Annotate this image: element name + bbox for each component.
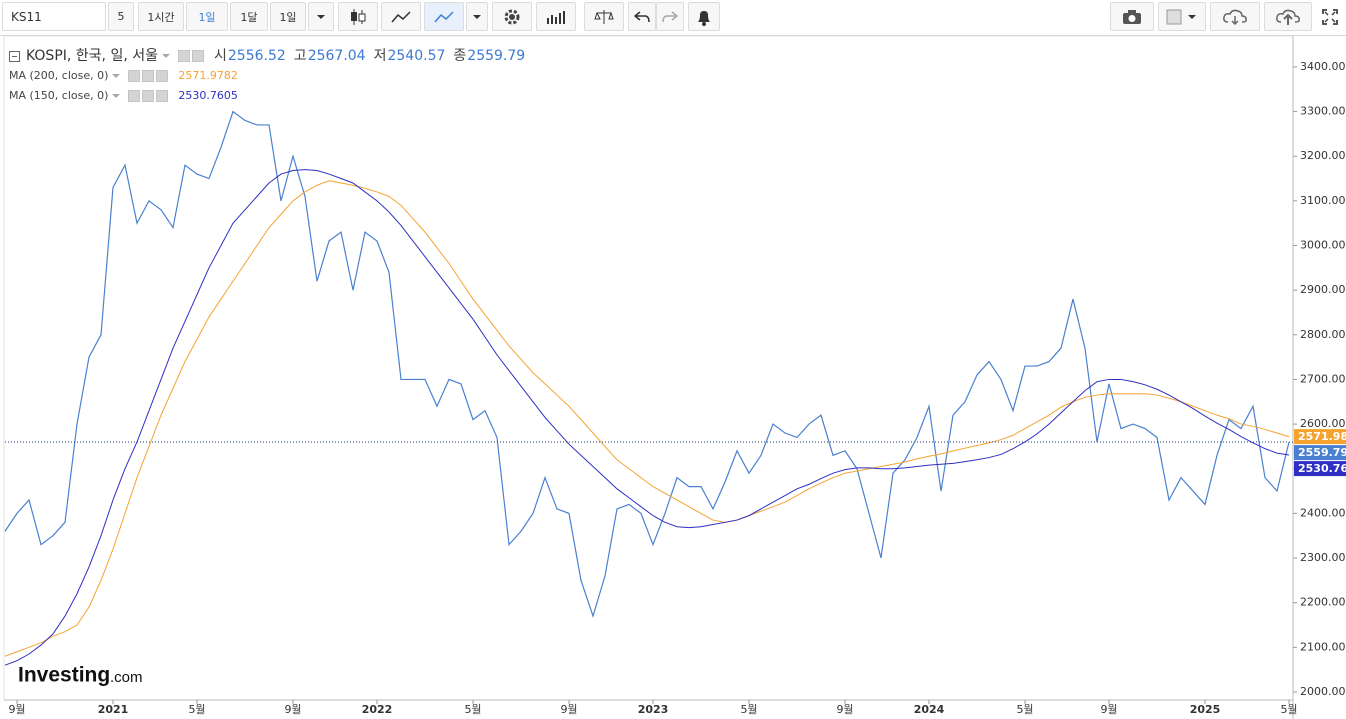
interval-button[interactable]: 5: [108, 2, 134, 31]
x-tick-label: 9월: [284, 703, 301, 716]
price-tag: [1294, 461, 1346, 477]
remove-icon[interactable]: [156, 90, 169, 102]
y-tick-label: 3100.00: [1300, 194, 1346, 207]
visibility-icon[interactable]: [178, 50, 190, 62]
legend-value: 2571.9782: [178, 69, 238, 82]
price-line: [4, 110, 1290, 619]
y-tick-label: 2000.00: [1300, 685, 1346, 698]
y-tick-label: 3300.00: [1300, 105, 1346, 118]
remove-icon[interactable]: [156, 70, 169, 82]
x-tick-label: 5월: [188, 703, 205, 716]
settings-icon[interactable]: [142, 90, 155, 102]
legend-row: KOSPI, 한국, 일, 서울 시 2556.52 고 2567.04 저 2540.57…: [9, 46, 533, 66]
legend-name: KOSPI, 한국, 일, 서울: [26, 48, 158, 64]
x-tick-label: 2024: [914, 703, 945, 716]
save-button[interactable]: [1264, 2, 1312, 31]
y-tick-label: 2900.00: [1300, 283, 1346, 296]
line-button[interactable]: [381, 2, 421, 31]
y-tick-label: 2300.00: [1300, 551, 1346, 564]
legend-row: MA (150, close, 0) 2530.7605: [9, 86, 533, 106]
price-tag-label: 2559.79: [1298, 446, 1346, 459]
area-button[interactable]: [424, 2, 464, 31]
settings-button[interactable]: [492, 2, 532, 31]
y-tick-label: 2400.00: [1300, 506, 1346, 519]
price-tag: [1294, 445, 1346, 461]
price-tag: [1294, 429, 1346, 445]
ohlc-value: 2540.57: [387, 48, 446, 64]
price-tag-label: 2571.98: [1298, 430, 1346, 443]
x-tick-label: 5월: [740, 703, 757, 716]
load-button[interactable]: [1210, 2, 1260, 31]
interval-button[interactable]: 1일: [186, 2, 228, 31]
template-button[interactable]: [1158, 2, 1206, 31]
legend-name: MA (200, close, 0): [9, 69, 109, 82]
y-tick-label: 2100.00: [1300, 640, 1346, 653]
compare-button[interactable]: [584, 2, 624, 31]
x-tick-label: 9월: [8, 703, 25, 716]
x-tick-label: 9월: [560, 703, 577, 716]
y-tick-label: 3000.00: [1300, 238, 1346, 251]
watermark: Investing .com: [18, 664, 143, 687]
fullscreen-button[interactable]: [1316, 2, 1344, 31]
alert-button[interactable]: [688, 2, 720, 31]
y-tick-label: 2200.00: [1300, 596, 1346, 609]
x-tick-label: 5월: [464, 703, 481, 716]
x-tick-label: 9월: [1100, 703, 1117, 716]
y-tick-label: 2600.00: [1300, 417, 1346, 430]
collapse-icon: [9, 50, 20, 62]
x-tick-label: 2023: [638, 703, 669, 716]
indicators-button[interactable]: [536, 2, 576, 31]
interval-dropdown[interactable]: [308, 2, 334, 31]
ohlc-value: 2556.52: [227, 48, 286, 64]
y-tick-label: 2700.00: [1300, 372, 1346, 385]
redo-button[interactable]: [656, 2, 684, 31]
y-tick-label: 2800.00: [1300, 328, 1346, 341]
plot-frame: [3, 35, 1294, 701]
y-tick-label: 3200.00: [1300, 149, 1346, 162]
x-tick-label: 5월: [1280, 703, 1297, 716]
legend-caret: [162, 54, 170, 58]
interval-button[interactable]: 1일: [270, 2, 306, 31]
ma-line: [4, 169, 1290, 666]
x-tick-label: 2021: [98, 703, 129, 716]
ohlc-label: 저: [373, 48, 387, 64]
watermark-suffix: .com: [110, 669, 143, 686]
interval-button[interactable]: 1시간: [138, 2, 184, 31]
ohlc-value: 2567.04: [307, 48, 366, 64]
y-tick-label: 3400.00: [1300, 60, 1346, 73]
ohlc-value: 2559.79: [467, 48, 526, 64]
x-tick-label: 2025: [1190, 703, 1221, 716]
ma-line: [4, 180, 1290, 657]
visibility-icon[interactable]: [128, 70, 141, 82]
screenshot-button[interactable]: [1110, 2, 1154, 31]
ohlc-label: 고: [293, 48, 307, 64]
ohlc-label: 시: [214, 48, 227, 64]
legend-value: 2530.7605: [178, 89, 238, 102]
undo-button[interactable]: [628, 2, 656, 31]
x-tick-label: 9월: [836, 703, 853, 716]
legend: KOSPI, 한국, 일, 서울 시 2556.52 고 2567.04 저 2540.57…: [9, 46, 533, 106]
settings-icon[interactable]: [142, 70, 155, 82]
legend-caret: [112, 74, 121, 78]
symbol-input[interactable]: KS11: [2, 2, 106, 31]
candle-button[interactable]: [338, 2, 378, 31]
legend-caret: [112, 94, 121, 98]
interval-button[interactable]: 1달: [230, 2, 268, 31]
visibility-icon[interactable]: [128, 90, 141, 102]
legend-name: MA (150, close, 0): [9, 89, 109, 102]
toolbar: KS11 5 1시간 1일 1달 1일: [0, 0, 1346, 36]
settings-icon[interactable]: [192, 50, 204, 62]
watermark-brand: Investing: [18, 664, 110, 687]
x-tick-label: 5월: [1016, 703, 1033, 716]
price-tag-label: 2530.76: [1298, 462, 1346, 475]
chart-type-dropdown[interactable]: [466, 2, 488, 31]
ohlc-label: 종: [453, 48, 467, 64]
legend-row: MA (200, close, 0) 2571.9782: [9, 66, 533, 86]
x-tick-label: 2022: [362, 703, 393, 716]
